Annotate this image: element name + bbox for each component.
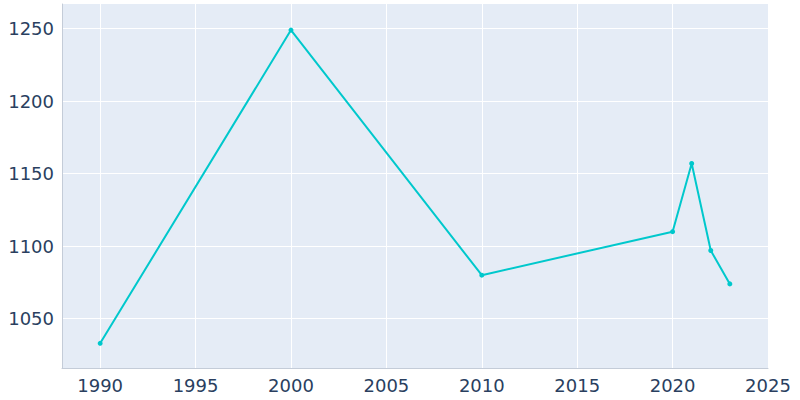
svg-text:1200: 1200 [8,91,54,112]
svg-text:2015: 2015 [554,375,600,396]
svg-text:2020: 2020 [650,375,696,396]
svg-text:1100: 1100 [8,236,54,257]
svg-text:1250: 1250 [8,18,54,39]
svg-text:1050: 1050 [8,308,54,329]
svg-text:1150: 1150 [8,163,54,184]
svg-text:1990: 1990 [77,375,123,396]
svg-text:1995: 1995 [173,375,219,396]
svg-text:2000: 2000 [268,375,314,396]
svg-text:2005: 2005 [363,375,409,396]
svg-text:2025: 2025 [745,375,791,396]
svg-text:2010: 2010 [459,375,505,396]
